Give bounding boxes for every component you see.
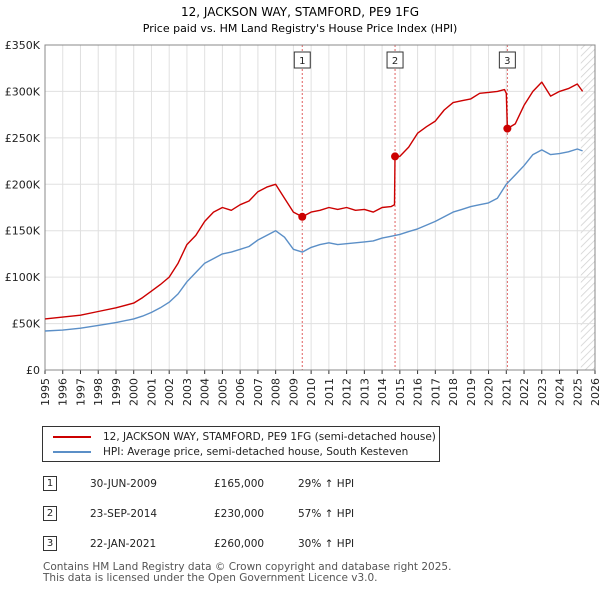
x-tick-label: 1997 <box>74 378 87 406</box>
sale-label-box <box>386 51 404 69</box>
x-tick-label: 2003 <box>181 378 194 406</box>
sale-price: £165,000 <box>214 478 265 490</box>
x-tick-label: 1996 <box>57 378 70 406</box>
x-tick-label: 1999 <box>110 378 123 406</box>
x-tick-label: 2002 <box>163 378 176 406</box>
legend-label-property: 12, JACKSON WAY, STAMFORD, PE9 1FG (semi… <box>103 431 436 443</box>
x-tick-label: 2004 <box>199 378 212 406</box>
x-tick-label: 2022 <box>518 378 531 406</box>
sale-date: 22-JAN-2021 <box>90 538 157 550</box>
property-price-line <box>44 81 584 320</box>
x-tick-label: 2012 <box>341 378 354 406</box>
x-tick-label: 2023 <box>536 378 549 406</box>
y-tick-label: £50K <box>12 318 41 331</box>
x-tick-label: 2026 <box>589 378 600 406</box>
x-tick-label: 2001 <box>145 378 158 406</box>
footer: Contains HM Land Registry data © Crown c… <box>43 562 451 584</box>
legend-swatch-property <box>53 436 91 438</box>
legend-item-hpi: HPI: Average price, semi-detached house,… <box>53 444 408 460</box>
sale-hpi-change: 30% ↑ HPI <box>298 538 355 550</box>
x-tick-label: 2020 <box>483 378 496 406</box>
x-tick-label: 1995 <box>39 378 52 406</box>
sale-label-box <box>498 51 516 69</box>
x-tick-label: 2000 <box>128 378 141 406</box>
sale-point <box>298 212 307 221</box>
x-tick-label: 2008 <box>270 378 283 406</box>
chart-title: 12, JACKSON WAY, STAMFORD, PE9 1FG <box>181 5 419 19</box>
x-tick-label: 2015 <box>394 378 407 406</box>
x-tick-label: 2021 <box>500 378 513 406</box>
y-tick-label: £200K <box>5 178 41 191</box>
sale-label: 1 <box>299 56 305 67</box>
x-tick-label: 2024 <box>554 378 567 406</box>
y-tick-label: £350K <box>5 39 41 52</box>
sale-hpi-change: 57% ↑ HPI <box>298 508 355 520</box>
hpi-line <box>44 148 583 332</box>
x-tick-label: 2010 <box>305 378 318 406</box>
x-tick-label: 2007 <box>252 378 265 406</box>
x-tick-label: 2018 <box>447 378 460 406</box>
x-tick-label: 2019 <box>465 378 478 406</box>
plot-frame <box>44 44 596 371</box>
x-tick-label: 1998 <box>92 378 105 406</box>
sale-date: 30-JUN-2009 <box>90 478 157 490</box>
legend-item-property: 12, JACKSON WAY, STAMFORD, PE9 1FG (semi… <box>53 429 436 445</box>
y-tick-label: £0 <box>26 364 40 377</box>
sale-number-badge: 3 <box>43 536 57 551</box>
sale-hpi-change: 29% ↑ HPI <box>298 478 355 490</box>
legend-swatch-hpi <box>53 451 91 453</box>
y-tick-label: £250K <box>5 132 41 145</box>
y-tick-label: £100K <box>5 271 41 284</box>
legend: 12, JACKSON WAY, STAMFORD, PE9 1FG (semi… <box>42 426 440 462</box>
sale-date: 23-SEP-2014 <box>90 508 158 520</box>
x-tick-label: 2014 <box>376 378 389 406</box>
x-tick-label: 2025 <box>571 378 584 406</box>
sale-label: 2 <box>392 56 398 67</box>
sale-point <box>503 124 512 133</box>
price-chart: 12, JACKSON WAY, STAMFORD, PE9 1FG Price… <box>5 5 600 406</box>
sale-label-box <box>293 51 311 69</box>
sale-point <box>391 152 400 161</box>
x-tick-label: 2005 <box>216 378 229 406</box>
y-tick-label: £150K <box>5 225 41 238</box>
footer-license: This data is licensed under the Open Gov… <box>43 572 378 584</box>
sale-price: £230,000 <box>214 508 265 520</box>
legend-label-hpi: HPI: Average price, semi-detached house,… <box>103 446 409 458</box>
sale-number-badge: 1 <box>43 476 57 491</box>
sale-label: 3 <box>504 56 510 67</box>
x-tick-label: 2016 <box>412 378 425 406</box>
sale-number-badge: 2 <box>43 506 57 521</box>
x-tick-label: 2011 <box>323 378 336 406</box>
y-tick-label: £300K <box>5 85 41 98</box>
future-shading <box>580 45 595 370</box>
x-tick-label: 2013 <box>358 378 371 406</box>
sale-price: £260,000 <box>214 538 265 550</box>
x-tick-label: 2006 <box>234 378 247 406</box>
plot-area <box>45 45 595 370</box>
chart-subtitle: Price paid vs. HM Land Registry's House … <box>143 22 458 35</box>
x-tick-label: 2009 <box>287 378 300 406</box>
footer-copyright: Contains HM Land Registry data © Crown c… <box>43 561 452 573</box>
x-tick-label: 2017 <box>429 378 442 406</box>
